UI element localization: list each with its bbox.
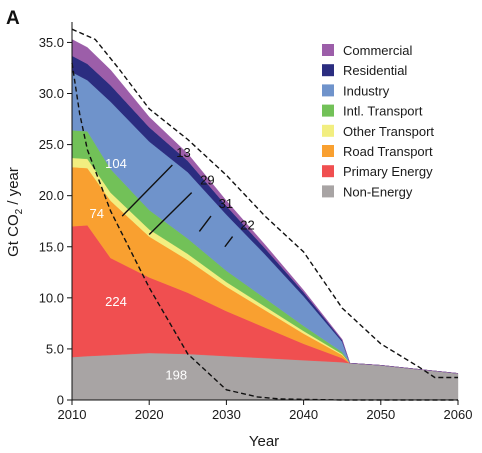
y-tick-label: 25.0 bbox=[39, 137, 64, 152]
callout-label: 31 bbox=[219, 196, 233, 211]
area-value-labels: 104 74 224 198 bbox=[89, 156, 187, 382]
callout-leader-line bbox=[198, 215, 212, 232]
panel-label: A bbox=[6, 8, 20, 29]
y-axis-title-main: Gt CO bbox=[5, 214, 22, 257]
legend-swatch bbox=[322, 104, 334, 117]
callout-leader-line bbox=[148, 192, 193, 235]
callout-leader-line bbox=[121, 164, 173, 217]
y-tick-label: 35.0 bbox=[39, 35, 64, 50]
x-tick-label: 2060 bbox=[444, 407, 473, 422]
area-non-energy bbox=[71, 352, 459, 401]
legend-swatch bbox=[322, 145, 334, 157]
legend-label: Residential bbox=[343, 63, 407, 78]
legend-label: Industry bbox=[343, 83, 390, 98]
legend: Commercial Residential Industry Intl. Trans… bbox=[322, 43, 434, 199]
area-value-label: 74 bbox=[89, 206, 103, 221]
y-tick-label: 30.0 bbox=[39, 86, 64, 101]
y-tick-label: 20.0 bbox=[39, 188, 64, 203]
area-value-label: 104 bbox=[105, 156, 127, 171]
x-axis-title: Year bbox=[249, 433, 279, 450]
legend-swatch bbox=[322, 44, 334, 56]
area-value-label: 198 bbox=[165, 368, 187, 383]
legend-swatch bbox=[322, 124, 334, 137]
callout-labels: 13 29 31 22 bbox=[121, 145, 255, 248]
area-value-label: 224 bbox=[105, 294, 127, 309]
dashed-curve-1 bbox=[71, 28, 458, 379]
y-tick-label: 5.0 bbox=[46, 341, 64, 356]
legend-swatch bbox=[322, 185, 334, 198]
callout-leader-line bbox=[224, 236, 234, 248]
callout-label: 13 bbox=[176, 145, 190, 160]
legend-swatch bbox=[322, 64, 334, 77]
callout-label: 29 bbox=[200, 172, 214, 187]
x-axis-ticks: 2010 2020 2030 2040 2050 2060 bbox=[58, 400, 473, 422]
y-tick-label: 10.0 bbox=[39, 290, 64, 305]
stacked-areas bbox=[71, 39, 459, 401]
axes bbox=[71, 22, 458, 401]
y-axis-title: Gt CO2 / year bbox=[5, 167, 25, 257]
legend-label: Commercial bbox=[343, 43, 412, 58]
area-commercial bbox=[71, 39, 459, 374]
legend-label: Primary Energy bbox=[343, 164, 433, 179]
y-axis-title-tail: / year bbox=[5, 167, 22, 209]
x-tick-label: 2050 bbox=[366, 407, 395, 422]
legend-label: Intl. Transport bbox=[343, 104, 423, 119]
y-tick-label: 0 bbox=[57, 393, 64, 408]
x-tick-label: 2030 bbox=[212, 407, 241, 422]
callout-label: 22 bbox=[240, 217, 254, 232]
legend-label: Non-Energy bbox=[343, 184, 413, 199]
x-tick-label: 2010 bbox=[58, 407, 87, 422]
y-tick-label: 15.0 bbox=[39, 239, 64, 254]
y-axis-title-subscript: 2 bbox=[14, 208, 25, 214]
x-tick-label: 2020 bbox=[135, 407, 164, 422]
x-tick-label: 2040 bbox=[289, 407, 318, 422]
y-axis-ticks: 0 5.0 10.0 15.0 20.0 25.0 30.0 35.0 bbox=[39, 35, 72, 408]
legend-swatch bbox=[322, 84, 334, 97]
legend-swatch bbox=[322, 165, 334, 178]
legend-label: Road Transport bbox=[343, 144, 433, 159]
legend-label: Other Transport bbox=[343, 124, 434, 139]
